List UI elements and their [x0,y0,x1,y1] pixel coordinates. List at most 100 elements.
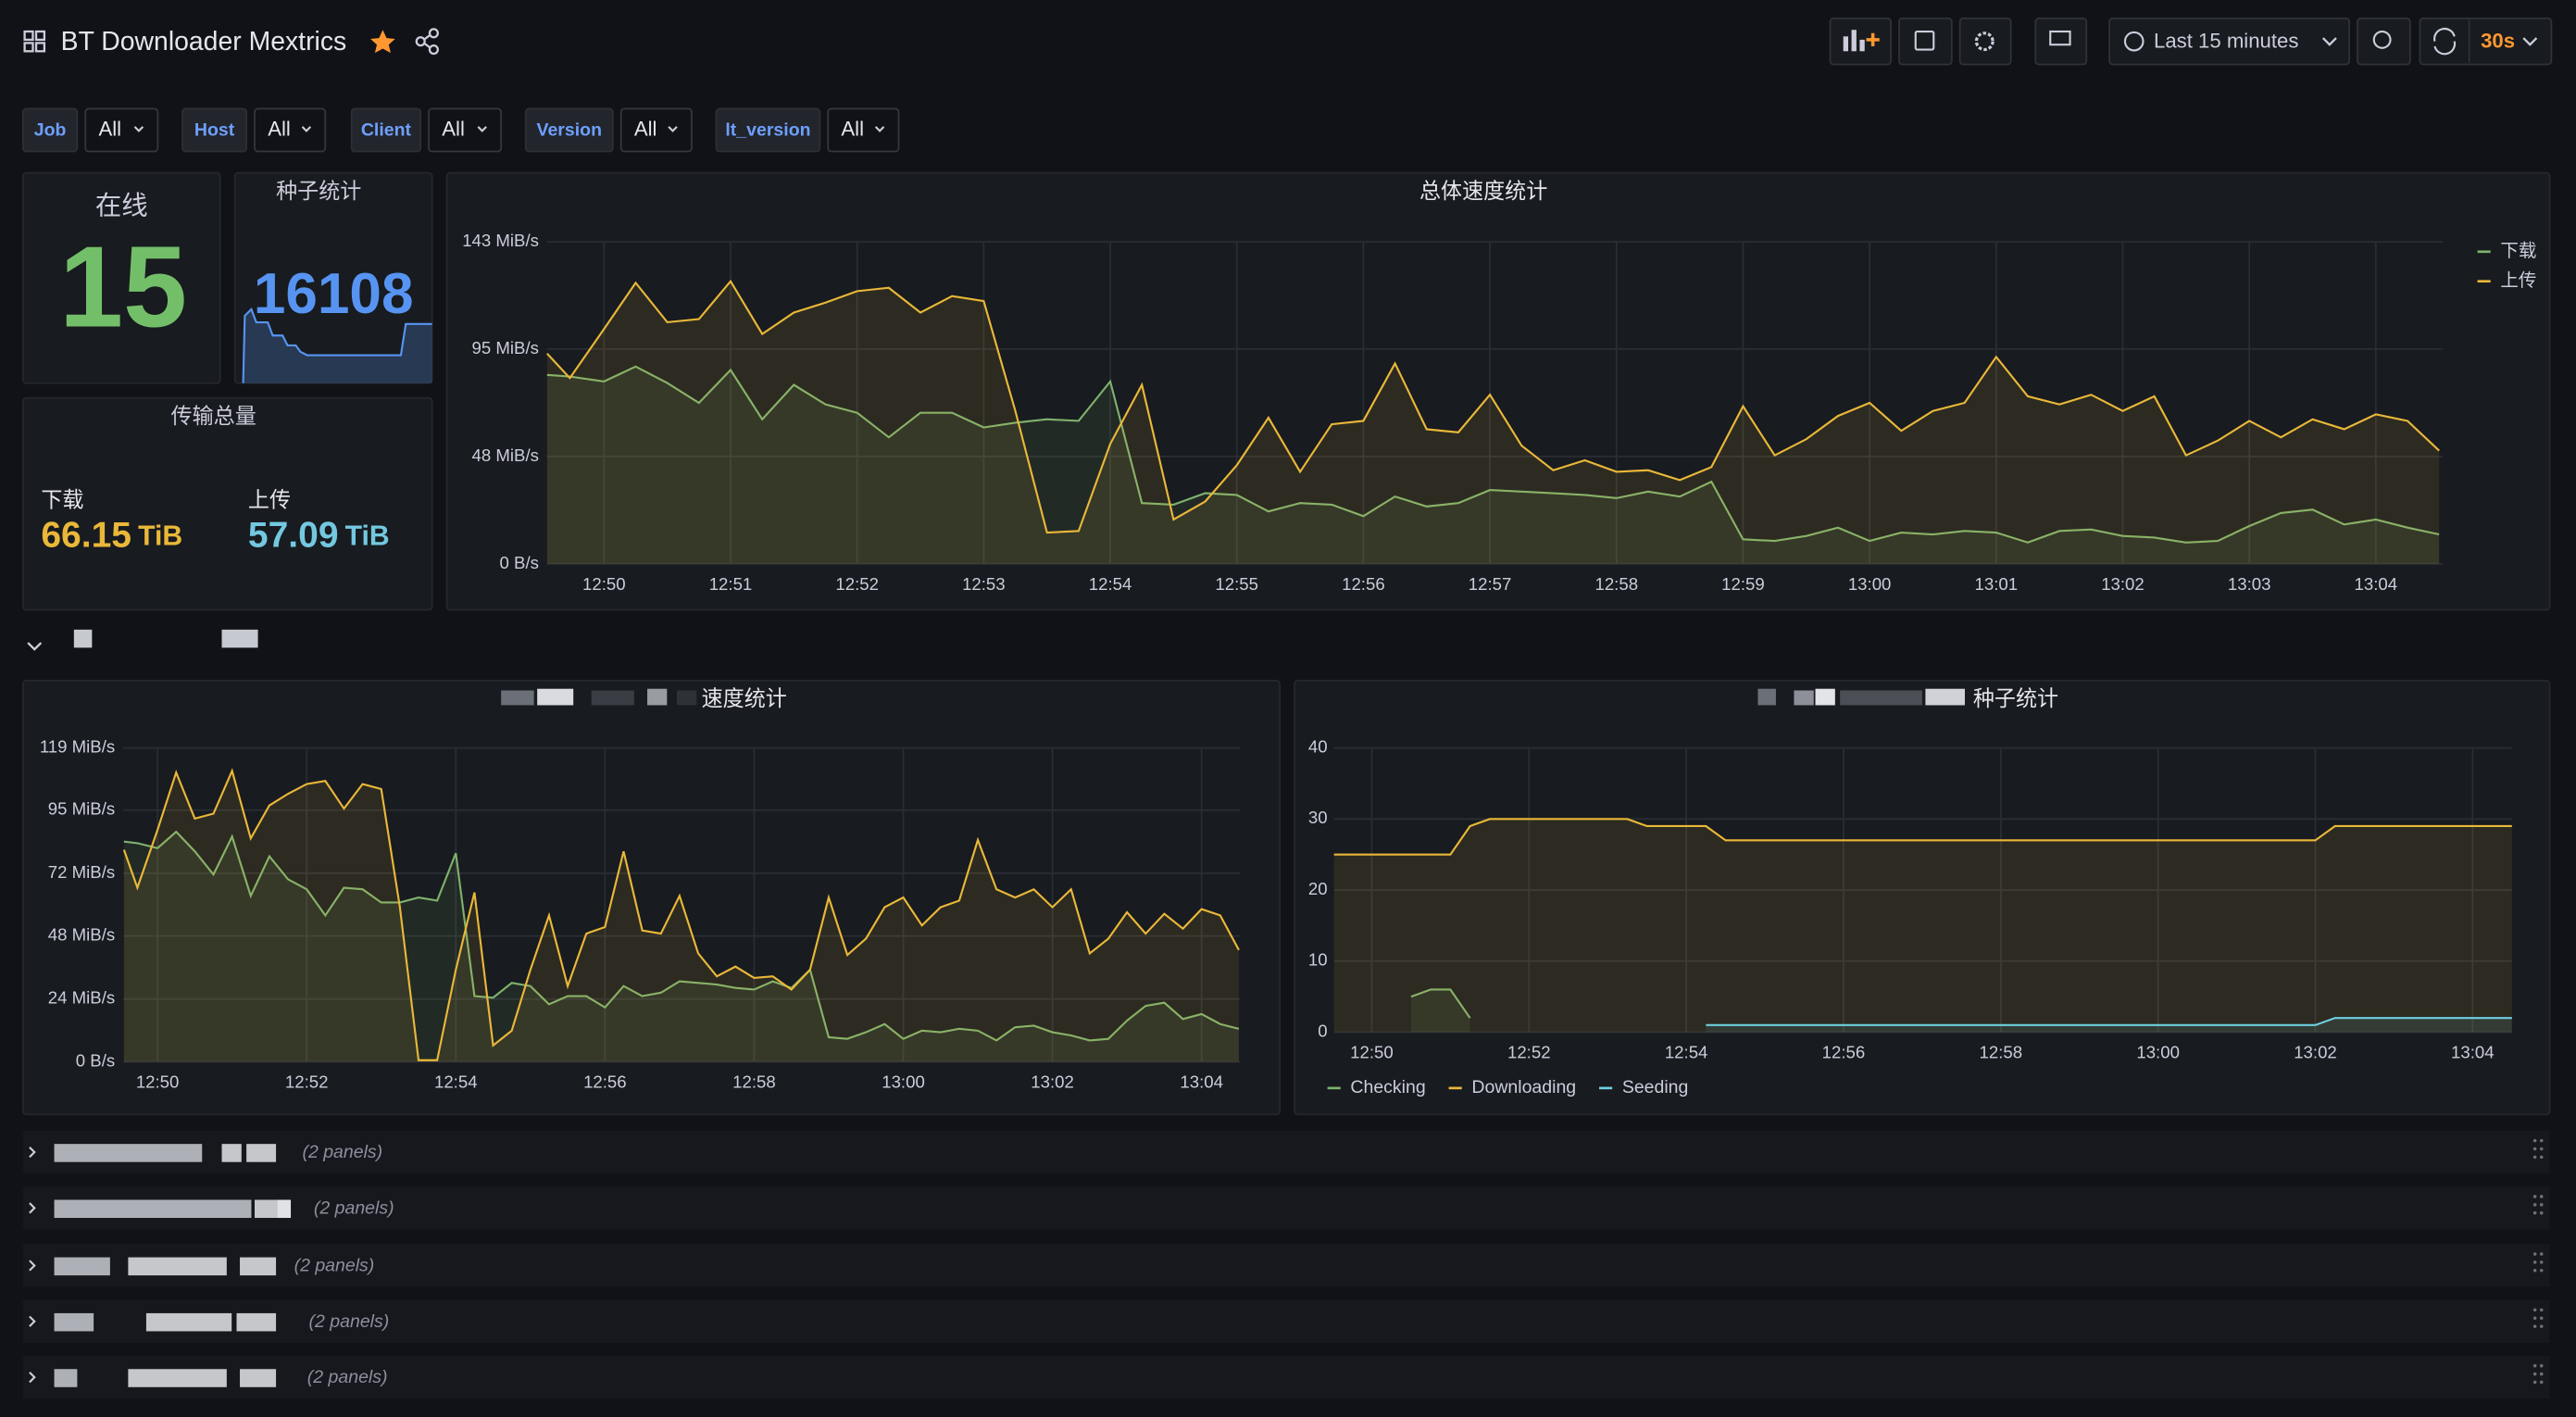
redacted [221,629,258,648]
save-button[interactable] [1898,17,1953,66]
redacted [501,688,697,706]
series-line [546,365,2440,544]
row-header[interactable] [22,1244,2550,1287]
variable-select[interactable] [619,107,693,153]
dashboard-title[interactable]: BT Downloader Mextrics [61,27,347,56]
x-tick-label: 12:58 [1980,1043,2023,1062]
stat-value: 57.09 [248,516,339,556]
variable-value: All [442,117,465,140]
chevron [2522,37,2538,46]
tv-mode-button[interactable] [2034,17,2088,66]
chevron [477,126,487,132]
redacted [145,1312,232,1332]
drag-handle-dot [2532,1316,2537,1321]
variable-select[interactable] [254,107,327,153]
drag-handle-dot [2532,1269,2537,1273]
row-header[interactable] [22,1186,2550,1230]
collapsed-rows: (2 panels) (2 panels) (2 panels) (2 panels)… [22,1130,2550,1399]
x-tick-label: 12:51 [709,574,753,594]
variable-select[interactable] [428,107,503,153]
legend-label[interactable]: Seeding [1622,1077,1689,1097]
share-icon[interactable] [415,28,439,56]
x-tick-label: 12:50 [582,574,626,594]
redacted [277,1199,292,1219]
variable-label: Client [361,120,412,141]
stat-unit: TiB [138,520,182,551]
drag-handle-dot [2532,1260,2537,1264]
zoom-out-button[interactable] [2357,17,2411,66]
clock-icon [2123,31,2145,52]
row-header[interactable] [22,1299,2550,1343]
x-tick-label: 12:59 [1721,574,1765,594]
tv-icon [2049,30,2071,46]
legend-label[interactable]: 上传 [2500,270,2536,291]
graph-panel [445,171,2551,611]
x-tick-label: 13:04 [1180,1072,1223,1091]
y-tick-label: 48 MiB/s [48,925,115,945]
x-tick-label: 13:03 [2228,574,2271,594]
x-tick-label: 12:54 [1089,574,1132,594]
refresh-picker[interactable] [2419,17,2553,66]
drag-handle-dot [2539,1203,2544,1207]
y-tick-label: 0 B/s [76,1050,115,1070]
drag-handle-dot [2539,1147,2544,1151]
x-tick-label: 13:02 [1031,1072,1074,1091]
redacted [1757,688,1965,706]
x-tick-label: 12:52 [835,574,879,594]
sparkline-area [243,308,432,383]
area-fill [546,366,2440,564]
variable-value: All [841,117,864,140]
row-header[interactable] [22,1130,2550,1174]
drag-handle-dot [2539,1269,2544,1273]
y-tick-label: 0 [1318,1021,1327,1040]
x-tick-label: 12:56 [583,1072,627,1091]
x-tick-label: 12:56 [1342,574,1385,594]
stat-panel [233,171,433,384]
star-icon[interactable] [370,30,395,54]
row-chevron [29,1372,36,1384]
drag-handle-dot [2532,1155,2537,1160]
legend-label[interactable]: 下载 [2500,241,2536,261]
redacted [73,629,93,648]
variable-select[interactable] [827,107,900,153]
redacted [54,1144,203,1162]
series-line [122,768,1240,1061]
x-tick-label: 13:02 [2101,574,2145,594]
stat-unit: TiB [345,520,390,551]
time-picker[interactable] [2108,17,2351,66]
settings-button[interactable] [1958,17,2012,66]
stat-value: 16108 [254,262,414,326]
apps-icon[interactable] [23,30,46,53]
area-fill [546,281,2440,564]
x-tick-label: 12:50 [136,1072,180,1091]
drag-handle-dot [2539,1155,2544,1160]
chart-title: 总体速度统计 [1419,179,1547,203]
x-tick-label: 12:54 [1665,1043,1708,1062]
redacted [54,1199,252,1219]
y-tick-label: 30 [1308,808,1328,827]
row-chevron[interactable] [27,642,43,651]
variables-bar: Job All Host All Client All Version All lt_versi… [21,107,900,153]
zoom-icon [2372,30,2392,49]
legend-label[interactable]: Checking [1350,1077,1425,1097]
variable-label: lt_version [725,120,810,141]
x-tick-label: 13:02 [2294,1043,2337,1062]
legend-label[interactable]: Downloading [1471,1077,1576,1097]
row-panel-count: (2 panels) [314,1198,394,1218]
add-plus [1866,32,1880,46]
variable-select[interactable] [84,107,159,153]
sparkline [242,307,432,383]
drag-handle-dot [2539,1372,2544,1376]
stat-title: 传输总量 [171,404,256,428]
x-tick-label: 12:57 [1469,574,1512,594]
redacted [128,1369,227,1387]
drag-handle-dot [2539,1324,2544,1328]
add-panel-icon [1843,30,1865,52]
x-tick-label: 13:01 [1975,574,2019,594]
variable-label-box [350,107,422,153]
series-line [1410,988,1471,1019]
stat-value-text: 66.15 TiB [41,516,182,556]
variable-label-box [524,107,614,153]
row-header[interactable] [22,1356,2550,1399]
dashboard-header: BT Downloader Mextrics Last 15 minutes 3… [23,17,2553,66]
